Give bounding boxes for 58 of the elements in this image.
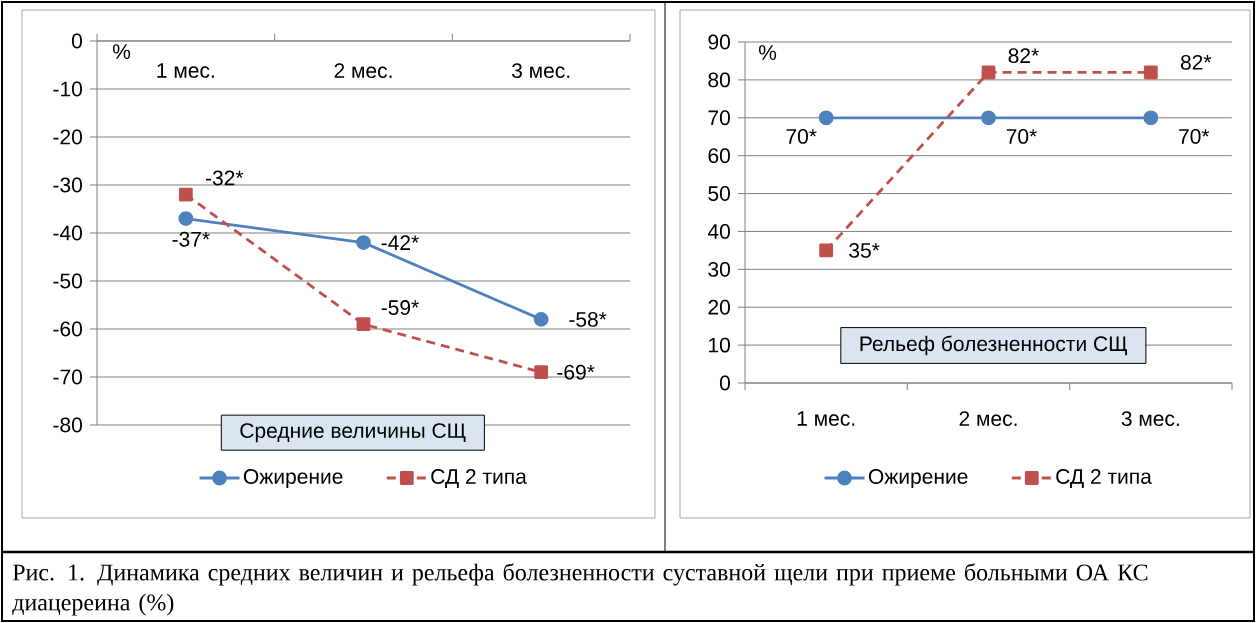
point (819, 243, 834, 258)
point (356, 317, 371, 332)
y-tick-label: -20 (53, 129, 82, 145)
legend-label: Ожирение (243, 469, 343, 489)
y-tick-label: -10 (53, 81, 82, 97)
data-label: 35* (849, 242, 880, 258)
legend-label: Ожирение (868, 469, 968, 489)
point (981, 65, 996, 80)
data-label: -37* (172, 231, 210, 247)
y-tick-label: 80 (708, 72, 730, 88)
point (1143, 110, 1159, 126)
data-label: 70* (786, 128, 817, 144)
y-axis-title: % (758, 45, 777, 60)
x-tick-label: 3 мес. (1121, 411, 1179, 427)
data-label: -32* (205, 170, 244, 186)
x-tick-label: 3 мес. (511, 63, 570, 79)
point (178, 187, 193, 202)
point (178, 211, 194, 226)
data-label: -59* (381, 300, 419, 315)
y-tick-label: 70 (708, 110, 730, 126)
data-label: -69* (557, 364, 595, 380)
y-tick-label: 20 (708, 299, 730, 315)
text: Рельеф болезненности СЩ (860, 335, 1128, 356)
x-tick-label: 2 мес. (334, 63, 392, 79)
y-tick-label: -70 (53, 369, 82, 385)
y-axis-title: % (112, 44, 131, 59)
data-label: -42* (381, 235, 419, 250)
point (356, 235, 371, 250)
y-tick-label: -30 (53, 177, 82, 193)
data-label: 70* (1179, 128, 1210, 144)
point (534, 365, 549, 380)
point (533, 311, 549, 327)
data-label: -58* (569, 311, 607, 327)
data-label: 70* (1006, 128, 1037, 144)
data-label: 82* (1180, 54, 1212, 70)
y-tick-label: 30 (708, 261, 730, 277)
text: Рис. 1. Динамика средних величин и рельефа болезненности суставной щели при приеме больными ОА КС диацереина (%) (12, 563, 1148, 616)
x-tick-label: 1 мес. (157, 63, 214, 78)
y-tick-label: -40 (53, 225, 82, 241)
point (981, 110, 996, 126)
y-tick-label: -50 (53, 273, 82, 289)
x-tick-label: 2 мес. (959, 411, 1017, 427)
y-tick-label: 90 (708, 34, 730, 50)
y-tick-label: 0 (71, 33, 82, 49)
y-tick-label: 10 (709, 337, 730, 353)
x-tick-label: 1 мес. (797, 411, 855, 426)
y-tick-label: 50 (708, 186, 730, 201)
y-tick-label: -80 (53, 417, 82, 433)
legend-label: СД 2 типа (1056, 469, 1152, 488)
y-tick-label: 0 (719, 375, 730, 391)
y-tick-label: -60 (53, 321, 82, 337)
y-tick-label: 40 (707, 224, 730, 239)
data-label: 82* (1008, 48, 1039, 64)
y-tick-label: 60 (708, 148, 730, 164)
point (818, 110, 834, 126)
text: Средние величины СЩ (240, 423, 466, 443)
point (1143, 65, 1158, 80)
legend-label: СД 2 типа (431, 469, 527, 488)
